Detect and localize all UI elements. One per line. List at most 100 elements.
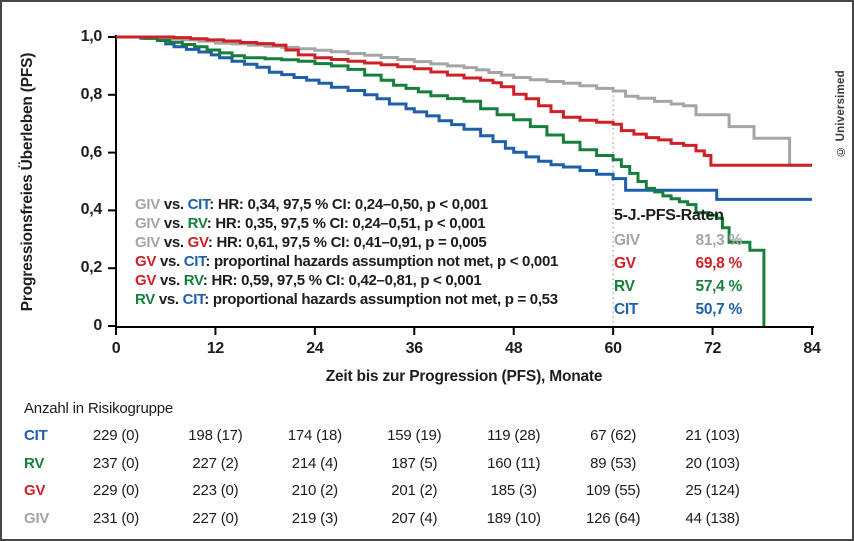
legend-line: GIV vs. CIT: HR: 0,34, 97,5 % CI: 0,24–0…: [135, 195, 558, 214]
rate-row: GIV 81,3 %: [614, 229, 742, 252]
risk-cell: 126 (64): [586, 510, 641, 527]
legend-group-name: GIV: [135, 196, 160, 213]
legend-vs-text: vs.: [159, 234, 188, 251]
risk-row-label: CIT: [24, 427, 48, 444]
km-curve-rv: [116, 35, 766, 326]
risk-cell: 174 (18): [287, 427, 342, 444]
y-tick-label: 0: [93, 317, 102, 334]
rates-title: 5-J.-PFS-Raten: [614, 207, 724, 224]
risk-cell: 159 (19): [387, 427, 442, 444]
risk-cell: 20 (103): [685, 455, 740, 472]
y-tick-label: 0,4: [80, 201, 103, 219]
legend-group-name: GV: [135, 253, 157, 270]
legend-stat-text: : proportional hazards assumption not me…: [204, 291, 558, 308]
risk-table-title: Anzahl in Risikogruppe: [24, 400, 174, 417]
five-year-pfs-rates: 5-J.-PFS-Raten GIV 81,3 % GV 69,8 % RV 57,4 %…: [614, 207, 742, 321]
risk-row-label: RV: [24, 455, 45, 472]
y-tick-label: 0,2: [80, 259, 103, 277]
legend-group-name: CIT: [187, 196, 210, 213]
legend-group-name: RV: [187, 215, 207, 232]
risk-cell: 160 (11): [487, 455, 541, 472]
rate-row: RV 57,4 %: [614, 275, 742, 298]
km-curve-cit: [116, 35, 812, 201]
legend-group-name: CIT: [183, 253, 206, 270]
y-tick-label: 1,0: [80, 28, 103, 45]
risk-cell: 227 (2): [192, 455, 239, 472]
risk-cell: 119 (28): [487, 427, 541, 444]
risk-row-label: GIV: [24, 510, 50, 527]
risk-cell: 237 (0): [92, 455, 140, 472]
risk-cell: 227 (0): [192, 510, 239, 527]
rate-value: 50,7 %: [695, 301, 743, 318]
legend-group-name: GV: [187, 234, 209, 251]
risk-cell: 109 (55): [586, 482, 641, 499]
rate-group-label: RV: [614, 278, 635, 295]
legend-vs-text: vs.: [159, 196, 188, 213]
risk-cell: 89 (53): [590, 455, 637, 472]
risk-cell: 201 (2): [391, 482, 438, 499]
legend-stat-text: : HR: 0,34, 97,5 % CI: 0,24–0,50, p < 0,…: [209, 196, 488, 213]
risk-cell: 231 (0): [92, 510, 140, 527]
legend-vs-text: vs.: [156, 272, 184, 289]
x-tick-label: 0: [111, 340, 121, 357]
legend-vs-text: vs.: [159, 215, 188, 232]
risk-cell: 207 (4): [391, 510, 438, 527]
x-axis-title: Zeit bis zur Progression (PFS), Monate: [325, 368, 603, 385]
legend-vs-text: vs.: [154, 291, 183, 308]
legend-group-name: GV: [135, 272, 157, 289]
risk-cell: 219 (3): [291, 510, 338, 527]
hazard-ratio-legend: GIV vs. CIT: HR: 0,34, 97,5 % CI: 0,24–0…: [135, 195, 558, 309]
risk-cell: 189 (10): [486, 510, 541, 527]
risk-cell: 67 (62): [590, 427, 637, 444]
legend-vs-text: vs.: [156, 253, 184, 270]
legend-line: GV vs. CIT: proportinal hazards assumpti…: [135, 252, 558, 271]
x-tick-label: 12: [206, 340, 225, 357]
risk-cell: 185 (3): [490, 482, 537, 499]
rate-group-label: GV: [614, 255, 636, 272]
km-curve-giv: [116, 35, 812, 167]
x-tick-label: 60: [604, 340, 623, 357]
copyright-notice: © Universimed: [835, 70, 847, 157]
legend-group-name: RV: [183, 272, 203, 289]
risk-cell: 44 (138): [685, 510, 740, 527]
y-tick-label: 0,6: [80, 143, 103, 161]
legend-line: GV vs. RV: HR: 0,59, 97,5 % CI: 0,42–0,8…: [135, 271, 558, 290]
legend-stat-text: : HR: 0,61, 97,5 % CI: 0,41–0,91, p = 0,…: [207, 234, 487, 251]
risk-row-label: GV: [24, 482, 46, 499]
risk-cell: 25 (124): [685, 482, 740, 499]
rate-group-label: GIV: [614, 232, 640, 249]
risk-cell: 214 (4): [291, 455, 338, 472]
risk-cell: 210 (2): [291, 482, 338, 499]
rate-row: GV 69,8 %: [614, 252, 742, 275]
rate-value: 57,4 %: [695, 278, 743, 295]
legend-stat-text: : proportinal hazards assumption not met…: [205, 253, 559, 270]
legend-stat-text: : HR: 0,35, 97,5 % CI: 0,24–0,51, p < 0,…: [206, 215, 486, 232]
risk-cell: 223 (0): [192, 482, 239, 499]
y-axis-title: Progressionsfreies Überleben (PFS): [19, 52, 36, 312]
x-tick-label: 84: [803, 340, 821, 357]
legend-group-name: CIT: [182, 291, 205, 308]
rate-value: 69,8 %: [695, 255, 743, 272]
legend-group-name: GIV: [135, 234, 160, 251]
x-tick-label: 72: [703, 340, 722, 357]
rate-row: CIT 50,7 %: [614, 298, 742, 321]
risk-cell: 229 (0): [92, 427, 140, 444]
risk-cell: 187 (5): [391, 455, 438, 472]
legend-group-name: GIV: [135, 215, 160, 232]
legend-line: RV vs. CIT: proportional hazards assumpt…: [135, 290, 558, 309]
legend-stat-text: : HR: 0,59, 97,5 % CI: 0,42–0,81, p < 0,…: [202, 272, 482, 289]
rate-group-label: CIT: [614, 301, 639, 318]
x-tick-label: 36: [405, 340, 424, 357]
legend-line: GIV vs. GV: HR: 0,61, 97,5 % CI: 0,41–0,…: [135, 233, 558, 252]
km-curve-gv: [116, 35, 812, 167]
rate-value: 81,3 %: [695, 232, 743, 249]
legend-group-name: RV: [135, 291, 155, 308]
legend-line: GIV vs. RV: HR: 0,35, 97,5 % CI: 0,24–0,…: [135, 214, 558, 233]
x-tick-label: 24: [306, 340, 324, 357]
risk-cell: 229 (0): [92, 482, 140, 499]
risk-cell: 21 (103): [685, 427, 740, 444]
x-tick-label: 48: [505, 340, 523, 357]
rate-rows: GIV 81,3 % GV 69,8 % RV 57,4 % CIT 50,7 %: [614, 229, 742, 321]
